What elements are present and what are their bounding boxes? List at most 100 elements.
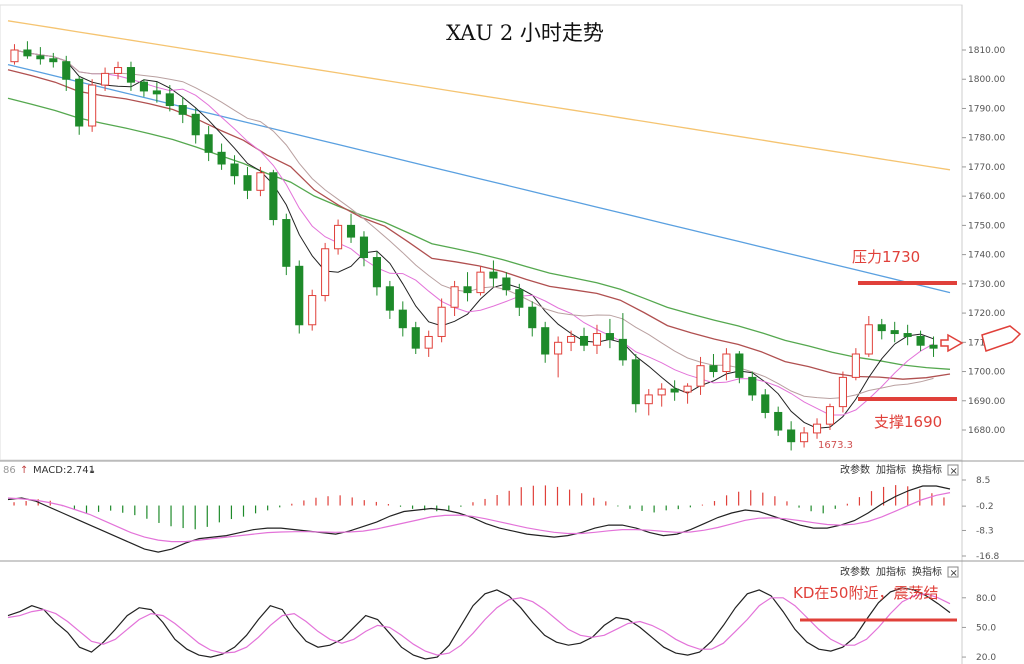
candle-down [217,151,226,165]
candle-down [165,93,174,107]
candle-down [398,309,407,329]
candle-up [644,394,653,405]
short-moving-average-line [14,49,934,416]
switch-indicator-button[interactable]: 换指标 [912,463,942,476]
edit-params-button[interactable]: 改参数 [840,463,870,476]
candle-down [295,265,304,326]
macd-y-axis: 8.5 -0.2 -8.3 -16.8 [962,476,1000,562]
candle-down [890,330,899,335]
candle-up [321,248,330,297]
candle-up [113,67,123,74]
short-moving-average-line [14,49,934,429]
moving-average-line [7,97,951,370]
arrow-up-right-icon [981,325,1022,352]
price-tick-label: 1750.00 [968,221,1005,231]
price-tick-label: 1700.00 [968,368,1005,378]
candle-up [864,324,873,355]
candle-down [579,335,589,346]
moving-average-line [7,69,951,380]
candle-down [178,105,187,115]
candle-down [916,335,925,346]
price-y-axis: 1810.00 1800.00 1790.00 1780.00 1770.00 1760.… [962,46,1005,436]
macd-label: MACD:2.741 [33,465,95,476]
price-tick-label: 1760.00 [968,192,1005,202]
candle-down [230,163,239,177]
candle-down [618,338,627,361]
kd-switch-indicator-button[interactable]: 换指标 [912,565,942,578]
price-tick-label: 1730.00 [968,280,1005,290]
kd-close-icon[interactable]: × [950,568,958,579]
candle-up [424,335,433,349]
candle-up [800,432,809,443]
candle-down [204,134,213,153]
price-tick-label: 1810.00 [968,46,1005,56]
price-tick-label: 1690.00 [968,397,1005,407]
candle-up [825,406,835,425]
close-icon-box[interactable] [947,464,959,476]
candle-down [605,333,614,340]
kd-y-axis: 80.0 50.0 20.0 [962,594,996,663]
price-tick-label: 1740.00 [968,251,1005,261]
macd-down-icon: ↓ [88,465,96,476]
kd-close-icon-box[interactable] [947,566,959,578]
price-tick-label: 1790.00 [968,104,1005,114]
price-tick-label: 1720.00 [968,309,1005,319]
candle-up [696,365,705,387]
candle-up [722,353,731,373]
kd-note-label: KD在50附近，震荡结 [793,584,938,602]
candle-down [243,175,252,191]
candlesticks [10,41,938,451]
macd-panel-buttons: 改参数 加指标 换指标 × [840,463,959,477]
candle-up [437,306,446,337]
candle-up [101,72,110,86]
price-tick-label: 1800.00 [968,75,1005,85]
candle-down [346,224,356,238]
candle-up [812,423,822,434]
moving-average-lines [7,20,951,429]
candle-up [851,353,860,378]
kd-line [7,593,951,656]
candle-down [36,55,45,60]
candle-down [761,394,770,413]
kd-add-indicator-button[interactable]: 加指标 [876,565,906,578]
candle-down [528,306,537,329]
candle-down [372,257,381,288]
chart-title: XAU 2 小时走势 [446,21,604,45]
candle-down [359,236,369,259]
candle-down [269,172,278,221]
candle-down [903,333,912,337]
candle-up [334,224,343,250]
candle-up [683,385,692,393]
kd-line [7,587,951,660]
add-indicator-button[interactable]: 加指标 [876,463,906,476]
moving-average-line [7,20,951,171]
kd-tick-label: 20.0 [976,653,996,663]
macd-tick-label: -16.8 [976,552,1000,562]
price-tick-label: 1780.00 [968,134,1005,144]
candle-down [62,61,71,80]
candle-up [592,333,602,346]
candle-down [139,81,148,92]
candle-down [489,271,498,279]
candle-down [49,58,58,63]
candle-down [411,327,420,349]
short-moving-average-line [14,49,934,400]
arrow-right-icon [940,333,964,353]
macd-tick-label: 8.5 [976,476,990,486]
close-icon[interactable]: × [950,466,958,477]
candle-down [23,49,32,57]
candle-up [838,376,847,408]
candle-down [385,286,394,311]
price-tick-label: 1770.00 [968,163,1005,173]
candle-down [152,90,161,95]
candle-down [515,289,524,308]
moving-average-line [7,63,951,294]
resistance-label: 压力1730 [852,248,920,266]
macd-line [7,492,951,543]
candle-down [541,327,550,355]
kd-edit-params-button[interactable]: 改参数 [840,565,870,578]
candle-up [657,388,666,396]
kd-indicator [7,587,951,660]
price-tick-label: 1680.00 [968,426,1005,436]
